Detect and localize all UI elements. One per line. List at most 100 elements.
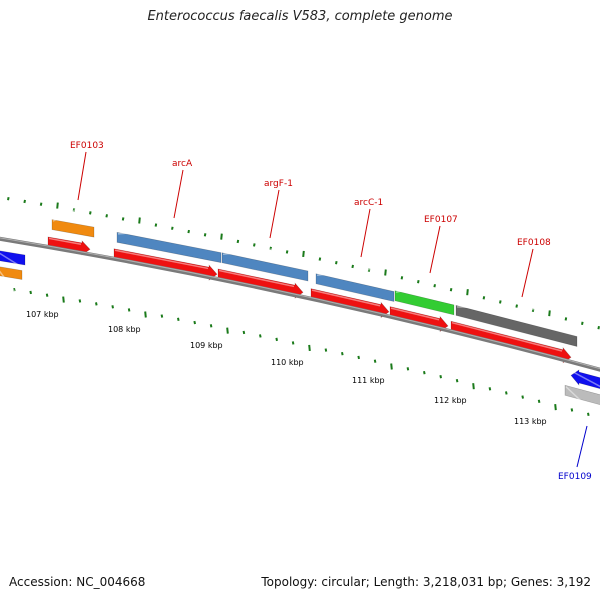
inner-tick	[390, 363, 393, 370]
inner-tick	[127, 308, 131, 312]
outer-tick	[449, 287, 453, 292]
outer-tick	[39, 202, 43, 206]
outer-tick	[564, 317, 568, 321]
outer-tick	[72, 208, 76, 212]
outer-tick	[597, 326, 600, 330]
inner-tick	[324, 348, 328, 352]
inner-tick	[95, 302, 98, 306]
outer-tick	[417, 280, 420, 284]
gene-left-blue	[0, 250, 26, 266]
inner-tick	[29, 290, 32, 295]
genome-summary-text: Topology: circular; Length: 3,218,031 bp…	[261, 575, 591, 589]
leader-argF-1	[269, 189, 280, 239]
inner-tick	[373, 359, 377, 363]
outer-tick	[400, 276, 404, 280]
cds-EF0107-shine	[390, 307, 440, 321]
gene-EF0109	[564, 384, 600, 405]
outer-tick	[515, 304, 518, 308]
outer-tick	[89, 211, 92, 215]
inner-tick	[472, 383, 475, 390]
outer-tick	[285, 250, 289, 254]
gene-EF0107	[394, 290, 455, 316]
inner-tick	[193, 320, 196, 325]
outer-tick	[482, 296, 486, 300]
kbp-label-108: 108 kbp	[108, 325, 141, 334]
gene-EF0103-shine	[52, 199, 94, 222]
outer-tick	[105, 214, 108, 218]
outer-tick	[367, 268, 371, 272]
inner-tick	[521, 395, 524, 399]
gene-arcC-1-shine	[316, 266, 394, 277]
outer-tick	[253, 243, 256, 247]
inner-tick	[455, 378, 459, 383]
outer-tick	[236, 239, 240, 244]
inner-tick	[78, 299, 82, 303]
map-title: Enterococcus faecalis V583, complete gen…	[147, 9, 453, 24]
leader-EF0103	[77, 151, 87, 201]
kbp-label-113: 113 kbp	[514, 417, 547, 426]
outer-tick	[433, 283, 436, 288]
gene-label-argF-1[interactable]: argF-1	[264, 179, 293, 189]
outer-tick	[548, 309, 551, 317]
inner-tick	[341, 352, 344, 356]
kbp-label-107: 107 kbp	[26, 310, 59, 319]
kbp-label-110: 110 kbp	[271, 358, 304, 367]
cds-EF0103-shine	[48, 237, 82, 245]
inner-tick	[13, 287, 16, 292]
gene-EF0108-shine	[456, 306, 577, 312]
gene-argF-1	[221, 252, 309, 282]
gene-label-EF0107[interactable]: EF0107	[424, 215, 458, 225]
outer-tick	[499, 300, 502, 304]
leader-EF0108	[521, 248, 534, 298]
outer-tick	[351, 264, 354, 269]
outer-tick	[56, 202, 59, 209]
inner-tick	[570, 408, 574, 412]
gene-label-EF0103[interactable]: EF0103	[70, 141, 104, 151]
outer-tick	[466, 289, 469, 296]
gene-label-arcA[interactable]: arcA	[172, 159, 193, 169]
inner-tick	[209, 324, 213, 328]
kbp-label-111: 111 kbp	[352, 376, 385, 385]
outer-tick-track	[7, 196, 600, 330]
gene-label-EF0109[interactable]: EF0109	[558, 472, 592, 482]
outer-tick	[187, 229, 190, 234]
inner-tick-track	[13, 287, 590, 416]
inner-tick	[62, 296, 65, 303]
cds-arcC-1-shine	[311, 289, 381, 307]
gene-EF0107-shine	[395, 278, 454, 293]
accession-text: Accession: NC_004668	[9, 575, 146, 589]
gene-label-EF0108[interactable]: EF0108	[517, 238, 551, 248]
outer-tick	[302, 250, 305, 258]
outer-tick	[531, 308, 535, 313]
outer-tick	[203, 233, 207, 237]
inner-tick	[242, 330, 246, 335]
leader-arcC-1	[360, 208, 371, 258]
gene-label-arcC-1[interactable]: arcC-1	[354, 198, 383, 208]
outer-tick	[335, 261, 338, 265]
inner-tick	[291, 341, 295, 345]
gene-argF-1-shine	[222, 244, 308, 256]
gene-arcC-1	[315, 273, 395, 302]
inner-tick	[537, 399, 541, 404]
inner-tick	[275, 337, 278, 342]
cds-left-orange	[0, 266, 23, 280]
inner-tick	[308, 344, 311, 352]
kbp-label-109: 109 kbp	[190, 341, 223, 350]
outer-tick	[138, 217, 141, 224]
outer-tick	[384, 269, 387, 276]
inner-tick	[357, 355, 360, 360]
inner-tick	[144, 311, 147, 318]
inner-tick	[45, 293, 49, 297]
inner-tick	[587, 412, 590, 416]
cds-left-orange-shine	[0, 270, 22, 301]
inner-tick	[111, 305, 114, 309]
gene-EF0109-shine	[565, 386, 600, 420]
leader-arcA	[173, 169, 184, 219]
cds-EF0109-shine	[571, 370, 600, 388]
leader-EF0107	[429, 225, 441, 274]
gene-arcA-shine	[117, 226, 221, 235]
cds-argF-1-shine	[218, 269, 295, 288]
feature-track	[0, 199, 600, 420]
cds-EF0109	[570, 369, 600, 389]
